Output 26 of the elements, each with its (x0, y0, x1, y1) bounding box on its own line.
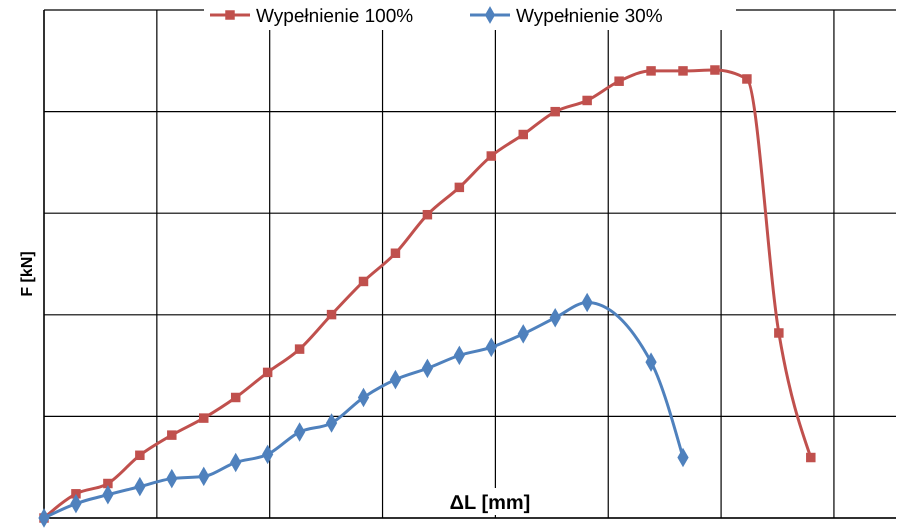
point (678, 66, 688, 76)
point (230, 392, 240, 402)
legend-label: Wypełnienie 100% (256, 6, 414, 27)
point (326, 310, 336, 320)
point (135, 450, 145, 460)
point (550, 106, 560, 116)
point (294, 344, 304, 354)
point (646, 66, 656, 76)
legend-label: Wypełnienie 30% (516, 6, 663, 27)
point (518, 130, 528, 140)
point (710, 65, 720, 75)
point (167, 430, 177, 440)
point (262, 368, 272, 378)
point (422, 210, 432, 220)
y-axis-title: F [kN] (19, 251, 36, 297)
point (454, 182, 464, 192)
point (486, 151, 496, 161)
x-axis-title: ΔL [mm] (450, 492, 530, 514)
point (774, 328, 784, 338)
point (742, 74, 752, 84)
point (806, 452, 816, 462)
point (390, 248, 400, 258)
point (582, 96, 592, 106)
point (358, 276, 368, 286)
point (199, 413, 208, 423)
point (614, 76, 624, 86)
